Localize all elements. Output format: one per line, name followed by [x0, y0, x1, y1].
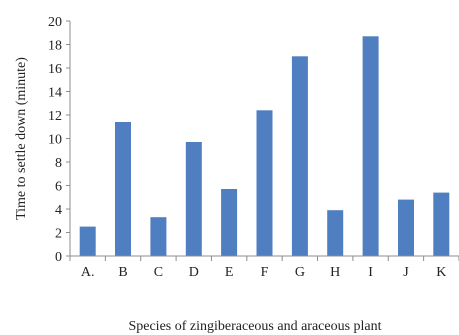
y-tick-label: 16	[48, 62, 62, 77]
bar-c	[150, 217, 167, 256]
x-tick-label: F	[261, 265, 269, 280]
bar-a	[79, 226, 96, 256]
x-tick-label: J	[403, 265, 409, 280]
bar-b	[115, 122, 131, 256]
y-tick-label: 14	[48, 86, 62, 101]
y-tick-label: 8	[55, 156, 62, 171]
y-tick-label: 20	[48, 15, 62, 30]
y-tick-label: 6	[55, 180, 62, 195]
y-tick-label: 2	[55, 227, 62, 242]
x-tick-label: D	[189, 265, 199, 280]
bars-group	[79, 36, 450, 257]
y-tick-label: 12	[48, 109, 62, 124]
bar-d	[185, 142, 202, 256]
bar-h	[327, 210, 344, 256]
bar-g	[291, 56, 308, 257]
x-tick-label: I	[368, 265, 373, 280]
x-tick-label: C	[154, 265, 163, 280]
y-axis-ticks: 0 2 4 6 8 10 12 14 16 18 20	[48, 15, 70, 265]
x-tick-label: B	[118, 265, 127, 280]
x-tick-label: G	[295, 265, 305, 280]
y-tick-label: 0	[55, 250, 62, 265]
x-tick-label: E	[225, 265, 234, 280]
y-tick-label: 4	[55, 203, 62, 218]
x-tick-label: K	[436, 265, 446, 280]
y-axis-title: Time to settle down (minute)	[14, 57, 29, 220]
bar-f	[256, 110, 273, 256]
y-tick-label: 10	[48, 133, 62, 148]
bar-j	[398, 199, 414, 256]
bar-i	[362, 36, 379, 256]
x-axis-ticks: A. B C D E F G H I J K	[69, 256, 459, 280]
bar-e	[221, 189, 238, 256]
x-tick-label: H	[330, 265, 340, 280]
bar-k	[433, 192, 450, 256]
x-axis-title: Species of zingiberaceous and araceous p…	[128, 319, 381, 334]
y-tick-label: 18	[48, 39, 62, 54]
x-tick-label: A.	[81, 265, 95, 280]
